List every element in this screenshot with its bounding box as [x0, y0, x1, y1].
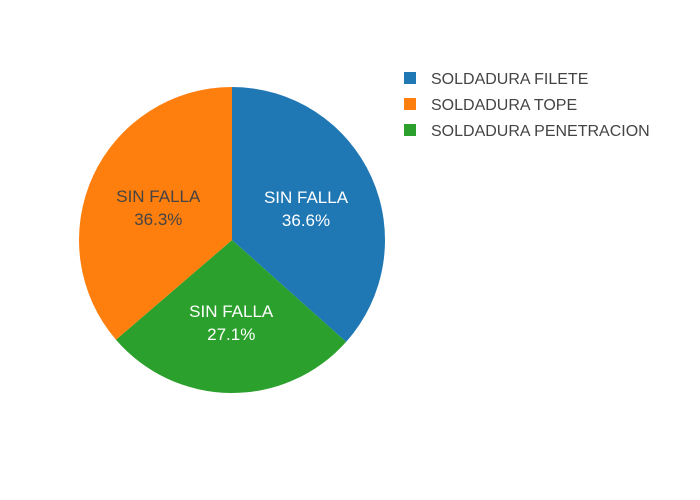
legend-label: SOLDADURA PENETRACION	[431, 123, 650, 140]
legend: SOLDADURA FILETE SOLDADURA TOPE SOLDADURA …	[404, 71, 650, 140]
pie-slice-soldadura-tope[interactable]	[78, 87, 232, 340]
slice-label-text: SIN FALLA	[264, 188, 349, 207]
legend-label: SOLDADURA TOPE	[431, 97, 577, 114]
legend-swatch	[404, 98, 416, 110]
slice-label-text: SIN FALLA	[116, 187, 201, 206]
slice-label-percent: 36.6%	[282, 211, 330, 230]
slice-label-percent: 27.1%	[207, 325, 255, 344]
legend-item-soldadura-penetracion[interactable]: SOLDADURA PENETRACION	[404, 123, 650, 140]
slice-label-percent: 36.3%	[134, 210, 182, 229]
pie-slice-labels: SIN FALLA 36.6% SIN FALLA 27.1% SIN FALLA 36.…	[116, 187, 348, 344]
pie-slices	[78, 87, 385, 393]
legend-swatch	[404, 72, 416, 84]
legend-item-soldadura-filete[interactable]: SOLDADURA FILETE	[404, 71, 588, 88]
slice-label-text: SIN FALLA	[189, 302, 274, 321]
pie-slice-soldadura-penetracion[interactable]	[115, 240, 347, 393]
legend-item-soldadura-tope[interactable]: SOLDADURA TOPE	[404, 97, 577, 114]
legend-label: SOLDADURA FILETE	[431, 71, 588, 88]
legend-swatch	[404, 124, 416, 136]
pie-slice-soldadura-filete[interactable]	[232, 87, 385, 342]
